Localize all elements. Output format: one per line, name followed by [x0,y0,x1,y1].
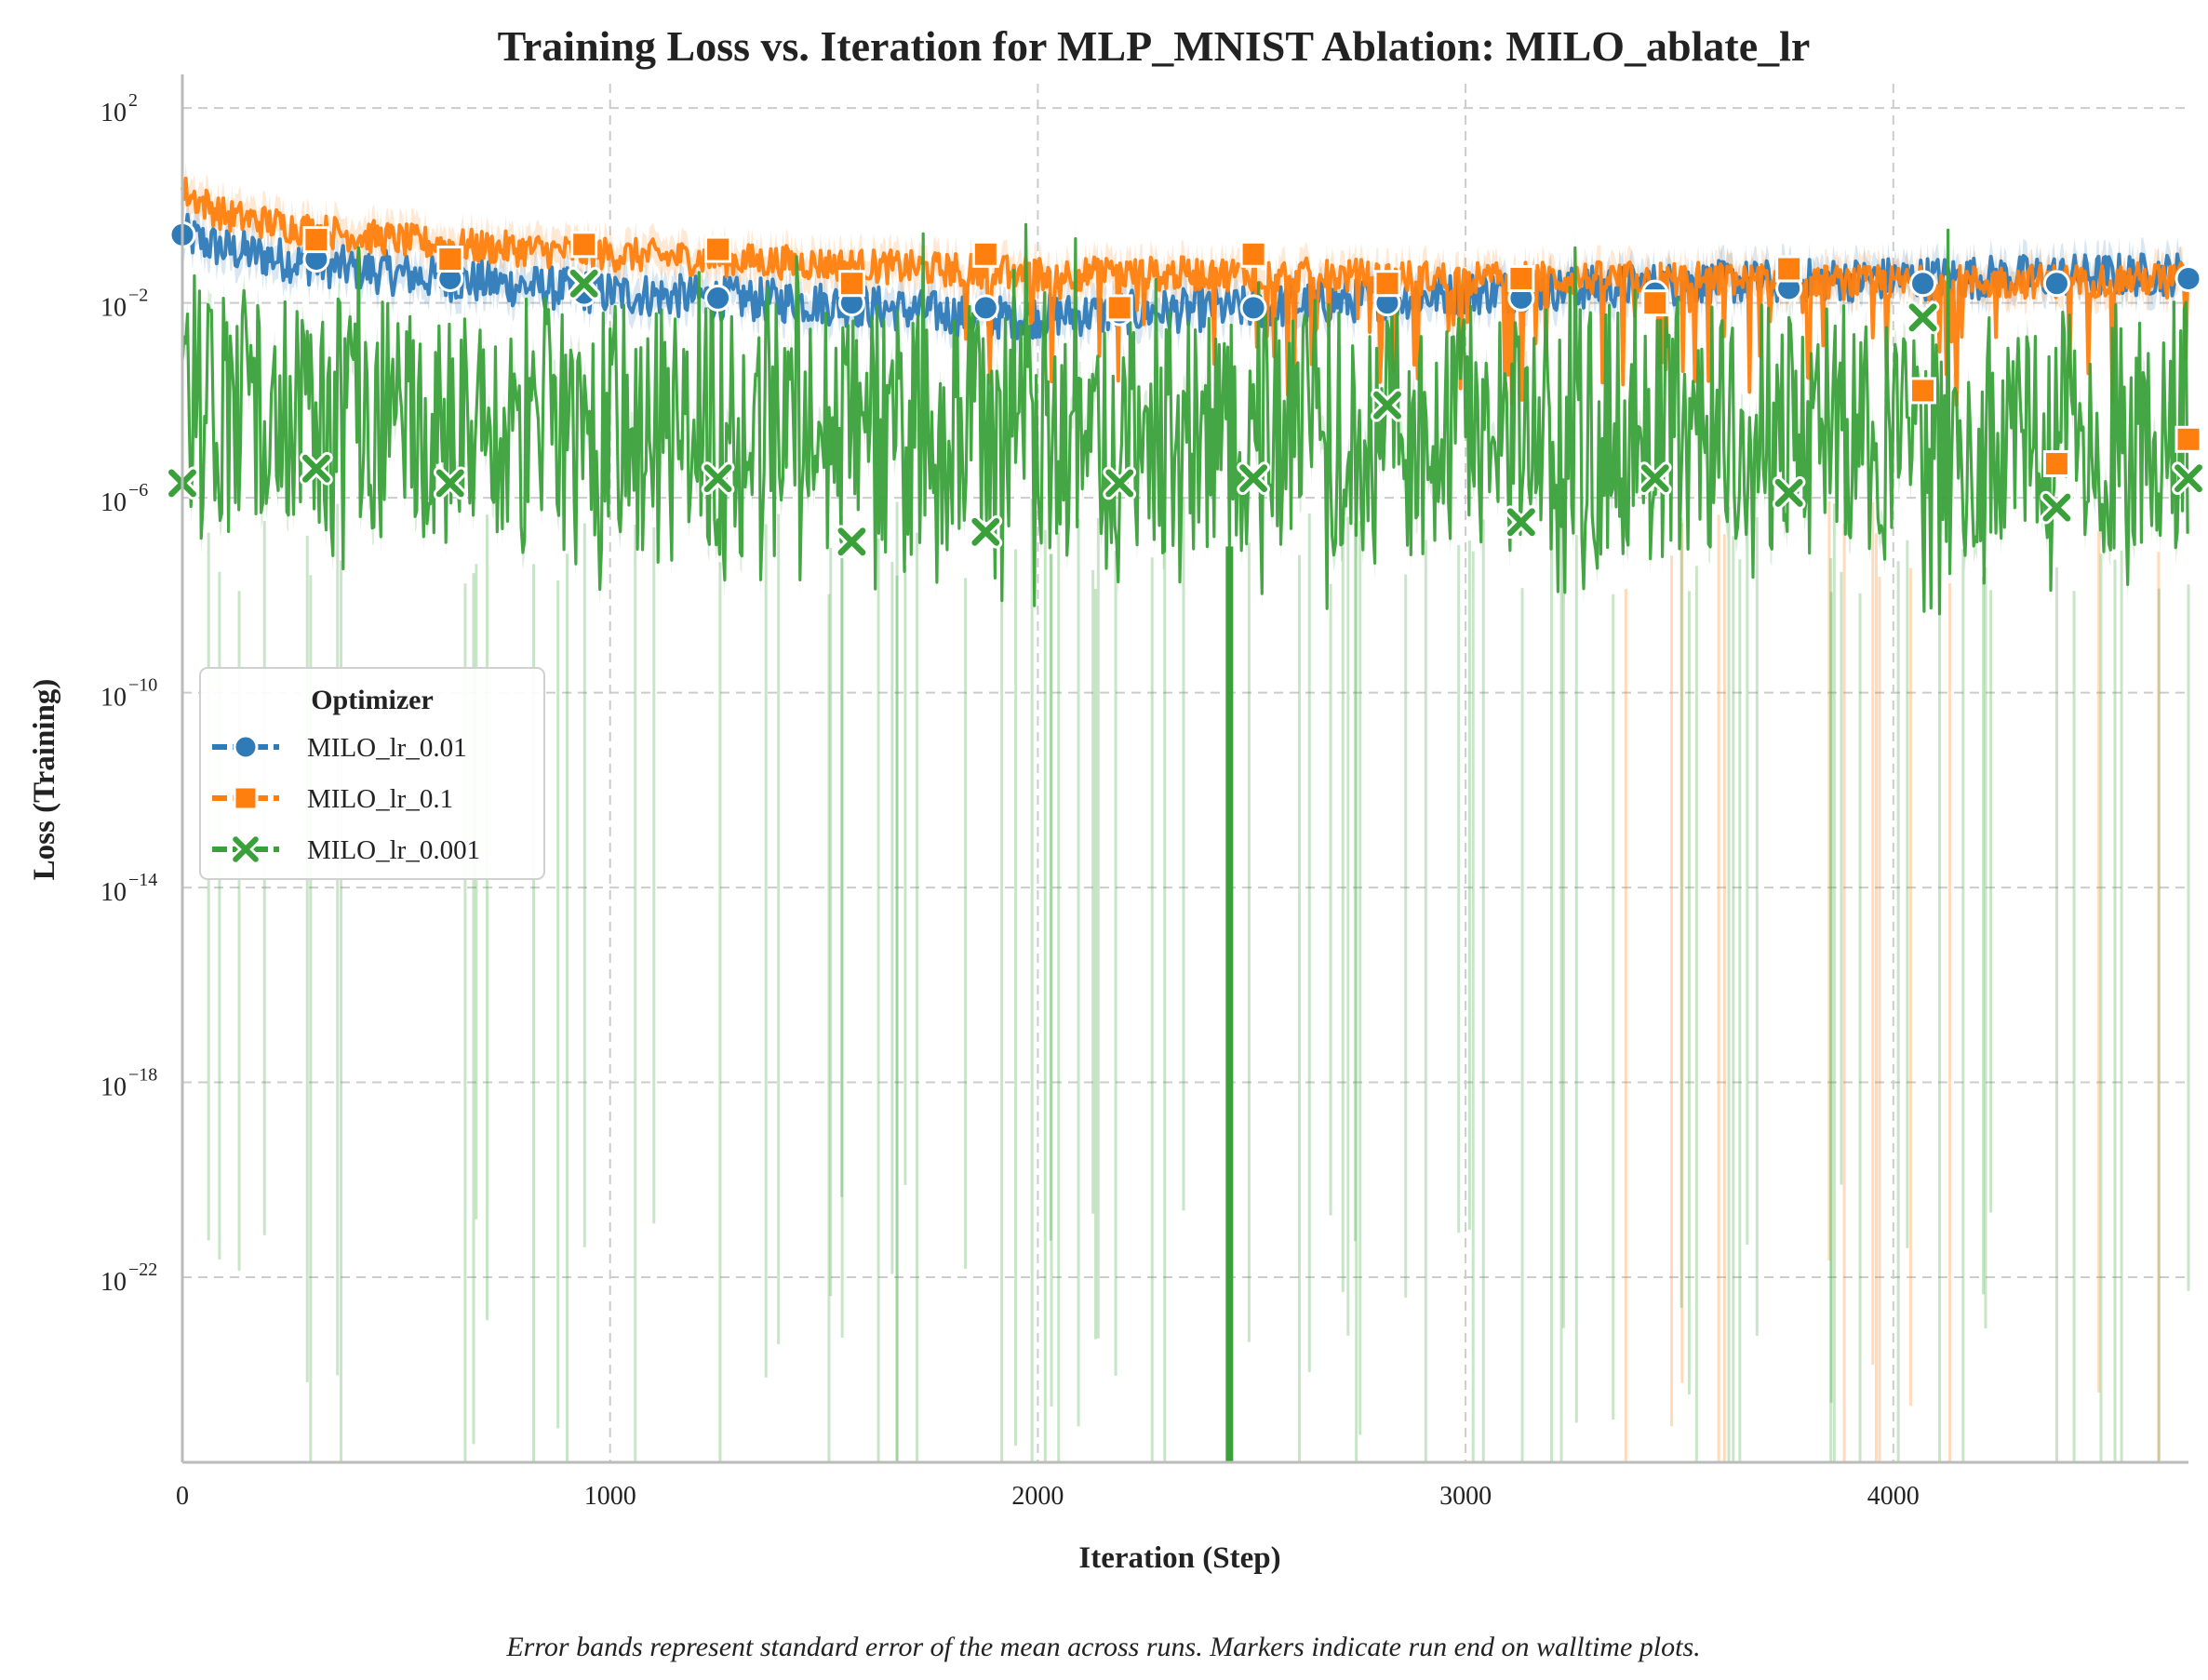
y-tick-label: 10 [100,99,127,127]
x-tick-label: 0 [176,1482,189,1511]
legend: Optimizer MILO_lr_0.01MILO_lr_0.1MILO_lr… [199,667,545,880]
legend-marker-circle [233,734,259,760]
y-tick-label: 10 [100,684,127,713]
marker-square [2175,425,2202,453]
y-tick-exponent: −18 [128,1065,157,1086]
marker-x [2172,461,2205,496]
series-lines [181,176,2190,1462]
error-band-0 [182,197,2188,356]
series-line-1 [181,176,2190,407]
marker-x [1103,466,1137,500]
marker-square [1373,270,1401,298]
marker-square [704,235,732,263]
legend-label: MILO_lr_0.1 [307,784,453,814]
marker-circle [1239,294,1267,322]
legend-entries: MILO_lr_0.01 MILO_lr_0.1 MILO_lr_0.001 [212,733,480,865]
x-tick-labels: 0 1000 2000 3000 4000 [176,1482,1920,1511]
legend-title: Optimizer [311,685,434,715]
marker-square [1775,255,1803,283]
y-tick-exponent: −6 [128,480,148,500]
marker-square [302,226,330,254]
y-tick-label: 10 [100,878,127,907]
series-line-2 [181,222,2189,616]
marker-x [2040,490,2074,525]
marker-x [835,525,869,559]
y-tick-label: 10 [100,1073,127,1102]
x-tick-label: 2000 [1011,1482,1064,1511]
y-tick-label: 10 [100,1268,127,1297]
marker-circle [1909,270,1937,298]
marker-square [971,240,999,268]
marker-square [837,270,865,298]
marker-square [1641,289,1669,317]
x-tick-label: 4000 [1867,1482,1920,1511]
marker-x [1772,476,1806,510]
marker-x [1906,300,1940,335]
marker-x [567,266,601,300]
marker-circle [704,284,732,312]
x-axis-label: Iteration (Step) [1078,1541,1280,1575]
x-tick-label: 3000 [1439,1482,1492,1511]
marker-circle [2175,264,2202,292]
y-axis-label: Loss (Training) [28,679,61,881]
marker-x [1504,505,1538,540]
figure-caption: Error bands represent standard error of … [505,1632,1700,1662]
chart-title: Training Loss vs. Iteration for MLP_MNIS… [498,22,1811,70]
marker-circle [971,294,999,322]
legend-marker-x [230,833,261,865]
y-tick-exponent: −14 [128,870,157,890]
legend-label: MILO_lr_0.01 [307,733,467,763]
axes [181,74,2188,1464]
marker-square [1909,377,1937,405]
error-bands [182,161,2190,1462]
marker-x [701,461,735,496]
marker-x [1237,461,1270,496]
marker-square [2042,449,2070,477]
marker-square [1105,294,1133,322]
x-tick-label: 1000 [584,1482,636,1511]
y-tick-label: 10 [100,294,127,323]
legend-label: MILO_lr_0.001 [307,835,480,865]
marker-square [570,231,598,259]
marker-x [969,514,1003,549]
marker-x [1371,388,1404,422]
y-tick-exponent: −22 [128,1260,157,1280]
y-tick-exponent: −10 [128,675,157,696]
y-tick-exponent: 2 [128,90,138,111]
y-tick-label: 10 [100,488,127,517]
marker-square [436,246,464,273]
marker-x [300,451,333,486]
legend-marker-square [233,785,259,811]
marker-x [433,466,467,500]
series-markers [166,220,2205,559]
marker-x [1638,461,1672,496]
legend-box [199,667,545,880]
y-tick-exponent: −2 [128,286,148,306]
marker-circle [2042,270,2070,298]
marker-square [1507,264,1535,292]
marker-square [1239,240,1267,268]
